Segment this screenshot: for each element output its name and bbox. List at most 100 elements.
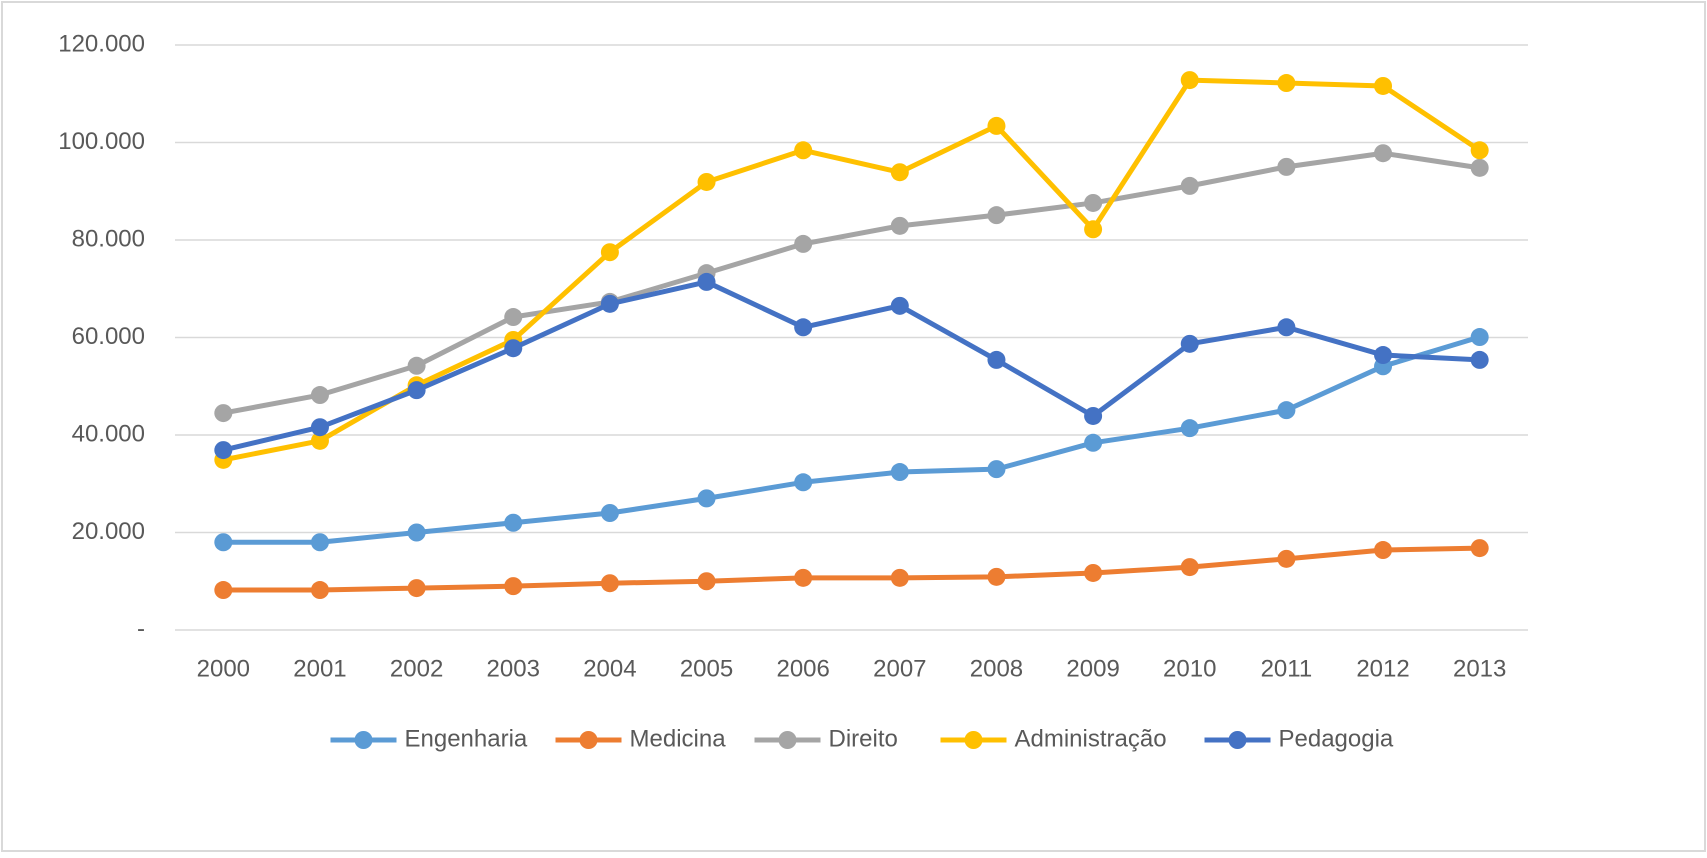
x-tick-label: 2008: [970, 655, 1023, 682]
data-point: [214, 441, 233, 460]
y-tick-label: 120.000: [58, 30, 145, 57]
data-point: [1180, 419, 1199, 438]
data-point: [600, 294, 619, 313]
data-point: [214, 533, 233, 552]
x-tick-label: 2013: [1453, 655, 1506, 682]
data-point: [407, 356, 426, 375]
data-point: [987, 567, 1006, 586]
legend-label: Medicina: [630, 725, 727, 752]
y-tick-label: 80.000: [72, 225, 145, 252]
data-point: [1374, 541, 1393, 560]
data-point: [1084, 193, 1103, 212]
legend-label: Direito: [829, 725, 898, 752]
y-tick-label: 100.000: [58, 128, 145, 155]
data-point: [1084, 563, 1103, 582]
data-point: [1470, 350, 1489, 369]
series-line: [222, 150, 1481, 416]
data-point: [1277, 157, 1296, 176]
data-point: [310, 386, 329, 405]
series-line: [222, 77, 1482, 463]
data-point: [600, 574, 619, 593]
x-tick-label: 2011: [1261, 655, 1313, 682]
data-point: [1277, 401, 1296, 420]
data-point: [1277, 318, 1296, 337]
data-point: [1084, 406, 1103, 425]
legend-marker: [579, 731, 598, 749]
data-point: [1374, 346, 1393, 365]
data-point: [1470, 141, 1489, 160]
data-point: [890, 163, 909, 182]
x-tick-label: 2007: [873, 655, 926, 682]
data-point: [310, 418, 329, 437]
legend-marker: [964, 731, 983, 749]
data-point: [794, 318, 813, 337]
data-point: [1277, 74, 1296, 93]
data-point: [1180, 334, 1199, 353]
data-point: [407, 381, 426, 400]
data-point: [1470, 328, 1489, 347]
data-point: [600, 243, 619, 262]
data-point: [504, 513, 523, 532]
data-point: [310, 533, 329, 552]
x-tick-label: 2000: [197, 655, 250, 682]
data-point: [794, 141, 813, 160]
data-point: [1180, 176, 1199, 195]
data-point: [697, 172, 716, 191]
data-point: [310, 431, 329, 450]
series-line: [222, 279, 1480, 453]
data-point: [1180, 71, 1199, 90]
data-point: [987, 460, 1006, 479]
data-point: [794, 234, 813, 253]
x-tick-label: 2002: [390, 655, 443, 682]
data-point: [600, 504, 619, 522]
series-line: [223, 545, 1480, 593]
data-point: [504, 577, 523, 596]
legend-marker: [1228, 731, 1247, 749]
legend-label: Engenharia: [405, 725, 528, 752]
y-tick-label: -: [137, 615, 145, 642]
data-point: [214, 404, 233, 423]
y-tick-label: 60.000: [72, 323, 145, 350]
data-point: [1084, 220, 1103, 239]
data-point: [794, 473, 813, 492]
data-point: [987, 350, 1006, 369]
x-tick-label: 2005: [680, 655, 733, 682]
x-tick-label: 2012: [1356, 655, 1409, 682]
x-tick-label: 2001: [293, 655, 346, 682]
data-point: [504, 308, 523, 327]
x-tick-label: 2004: [583, 655, 636, 682]
x-tick-label: 2009: [1066, 655, 1119, 682]
data-point: [987, 116, 1006, 135]
y-tick-label: 40.000: [72, 420, 145, 447]
x-tick-label: 2006: [776, 655, 829, 682]
legend-label: Administração: [1015, 725, 1167, 752]
data-point: [697, 272, 716, 291]
data-point: [1084, 433, 1103, 452]
data-point: [1374, 144, 1393, 163]
data-point: [697, 572, 716, 591]
x-tick-label: 2010: [1163, 655, 1216, 682]
series-line: [223, 334, 1481, 545]
data-point: [1180, 558, 1199, 577]
data-point: [1374, 76, 1393, 95]
legend-marker: [354, 731, 373, 749]
data-point: [1470, 158, 1489, 177]
legend-label: Pedagogia: [1279, 725, 1394, 752]
data-point: [890, 463, 909, 482]
data-point: [214, 581, 233, 600]
data-point: [310, 581, 329, 600]
data-point: [890, 216, 909, 235]
x-tick-label: 2003: [487, 655, 540, 682]
data-point: [504, 339, 523, 358]
data-point: [697, 489, 716, 508]
data-point: [890, 296, 909, 315]
data-point: [890, 568, 909, 587]
data-point: [1277, 549, 1296, 568]
y-tick-label: 20.000: [72, 518, 145, 545]
data-point: [407, 523, 426, 542]
data-point: [407, 579, 426, 598]
legend-marker: [778, 731, 797, 749]
data-point: [987, 206, 1006, 225]
